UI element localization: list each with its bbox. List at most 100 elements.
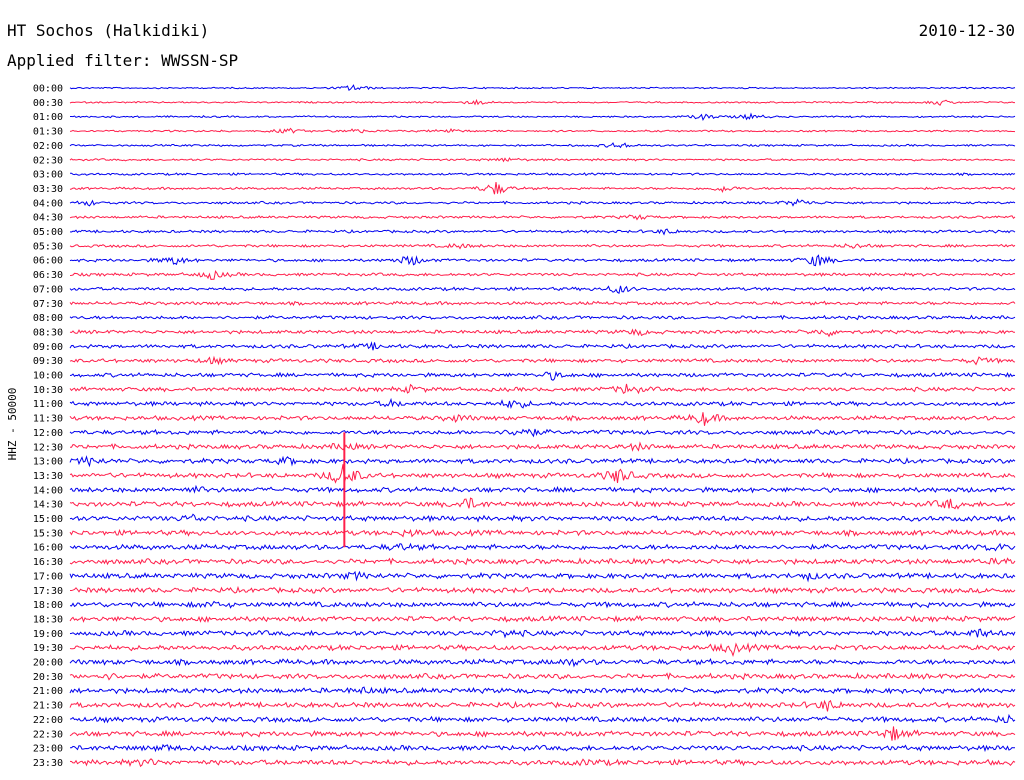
trace-line	[69, 464, 1016, 484]
time-label: 16:00	[33, 543, 63, 554]
time-label: 10:00	[33, 371, 63, 382]
time-label: 03:30	[33, 184, 63, 195]
date-label: 2010-12-30	[919, 21, 1015, 40]
time-label: 18:30	[33, 614, 63, 625]
trace-line	[69, 672, 1016, 681]
time-label: 23:00	[33, 744, 63, 755]
time-label: 20:30	[33, 672, 63, 683]
trace-line	[69, 285, 1016, 294]
trace-line	[69, 243, 1016, 250]
trace-line	[69, 699, 1016, 712]
time-label: 18:00	[33, 600, 63, 611]
station-title: HT Sochos (Halkidiki)	[7, 21, 209, 40]
trace-line	[69, 270, 1016, 280]
time-label: 10:30	[33, 385, 63, 396]
trace-line	[69, 127, 1016, 134]
trace-line	[69, 370, 1016, 381]
time-label: 02:30	[33, 155, 63, 166]
trace-line	[69, 228, 1016, 236]
time-label: 14:00	[33, 485, 63, 496]
time-label: 22:30	[33, 729, 63, 740]
trace-line	[69, 642, 1016, 658]
time-label: 01:00	[33, 112, 63, 123]
time-label: 00:30	[33, 98, 63, 109]
time-label: 02:00	[33, 141, 63, 152]
trace-line	[69, 328, 1016, 338]
trace-line	[69, 341, 1016, 351]
trace-line	[69, 758, 1016, 768]
trace-line	[69, 570, 1016, 583]
time-label: 17:30	[33, 586, 63, 597]
time-label: 21:00	[33, 686, 63, 697]
time-label: 09:00	[33, 342, 63, 353]
trace-line	[69, 198, 1016, 207]
trace-line	[69, 557, 1016, 566]
time-label: 09:30	[33, 356, 63, 367]
trace-line	[70, 112, 1016, 121]
trace-line	[69, 713, 1016, 724]
time-label: 07:30	[33, 299, 63, 310]
trace-line	[69, 686, 1016, 695]
time-label: 13:30	[33, 471, 63, 482]
time-label: 05:00	[33, 227, 63, 238]
time-label: 03:00	[33, 170, 63, 181]
trace-line	[69, 98, 1015, 106]
time-label: 15:30	[33, 528, 63, 539]
time-label: 00:00	[33, 84, 63, 95]
trace-line	[69, 528, 1016, 538]
time-label: 11:30	[33, 414, 63, 425]
time-label: 17:00	[33, 571, 63, 582]
trace-line	[69, 628, 1016, 639]
time-label: 19:00	[33, 629, 63, 640]
trace-line	[69, 383, 1016, 395]
time-label: 08:00	[33, 313, 63, 324]
trace-line	[69, 585, 1016, 595]
time-label: 06:30	[33, 270, 63, 281]
time-label: 20:00	[33, 658, 63, 669]
time-label: 01:30	[33, 127, 63, 138]
y-axis-label: HHZ - 50000	[6, 388, 19, 461]
time-label: 12:30	[33, 442, 63, 453]
trace-line	[69, 542, 1016, 552]
time-label: 15:00	[33, 514, 63, 525]
time-label: 13:00	[33, 457, 63, 468]
time-label: 11:00	[33, 399, 63, 410]
trace-line	[69, 484, 1016, 494]
trace-line	[69, 513, 1016, 523]
time-label: 16:30	[33, 557, 63, 568]
time-label: 21:30	[33, 701, 63, 712]
trace-line	[69, 355, 1016, 366]
time-label: 04:30	[33, 213, 63, 224]
time-label: 04:00	[33, 198, 63, 209]
time-label: 07:00	[33, 284, 63, 295]
time-label: 05:30	[33, 241, 63, 252]
trace-line	[69, 615, 1016, 623]
trace-line	[69, 172, 1016, 177]
trace-line	[69, 214, 1016, 221]
trace-line	[69, 84, 1016, 91]
trace-line	[69, 181, 1016, 195]
trace-line	[69, 254, 1016, 267]
filter-label: Applied filter: WWSSN-SP	[7, 51, 238, 70]
trace-line	[69, 142, 1016, 149]
trace-line	[69, 441, 1016, 452]
trace-line	[69, 497, 1016, 510]
trace-line	[69, 397, 1016, 410]
trace-line	[69, 726, 1016, 741]
time-label: 23:30	[33, 758, 63, 769]
trace-line	[69, 600, 1016, 609]
time-label: 12:00	[33, 428, 63, 439]
trace-line	[69, 455, 1016, 468]
time-label: 06:00	[33, 256, 63, 267]
time-label: 08:30	[33, 327, 63, 338]
trace-line	[69, 428, 1016, 438]
trace-line	[69, 314, 1016, 321]
trace-line	[69, 412, 1016, 426]
trace-line	[69, 300, 1016, 307]
trace-line	[69, 657, 1016, 668]
time-label: 14:30	[33, 500, 63, 511]
trace-line	[69, 157, 1016, 163]
trace-line	[69, 743, 1016, 753]
time-label: 19:30	[33, 643, 63, 654]
